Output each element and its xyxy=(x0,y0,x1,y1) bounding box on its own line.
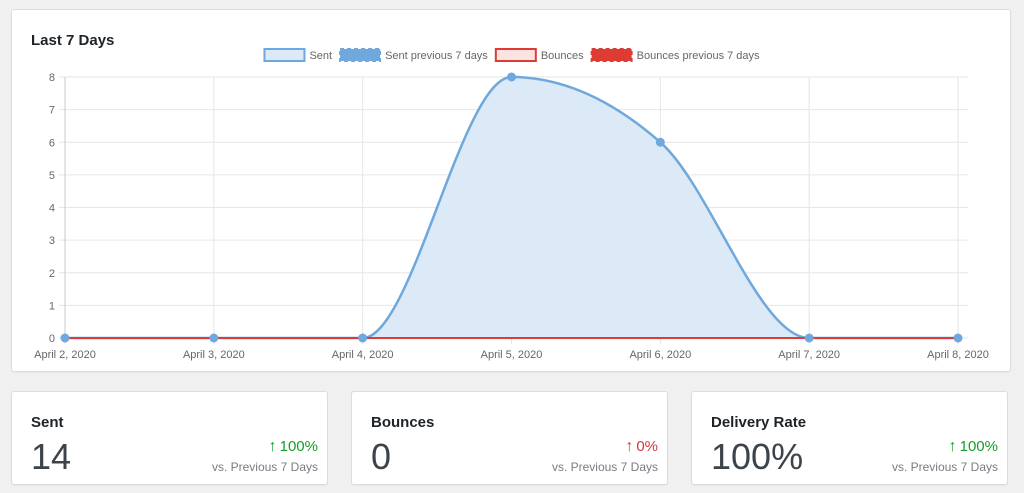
data-point-sent xyxy=(507,72,516,82)
legend-label: Bounces xyxy=(541,50,584,62)
legend-label: Sent previous 7 days xyxy=(385,50,488,62)
stat-value: 14 xyxy=(31,436,72,477)
x-tick-label: April 6, 2020 xyxy=(629,349,691,361)
stat-compare: vs. Previous 7 Days xyxy=(211,460,318,474)
stat-change-value: 100% xyxy=(959,438,998,455)
stat-card-bounces: Bounces 0 ↑ 0% vs. Previous 7 Days xyxy=(351,391,668,485)
y-tick-label: 4 xyxy=(49,203,55,215)
stat-label: Bounces xyxy=(371,414,435,431)
legend-swatch xyxy=(339,48,382,62)
data-point-sent xyxy=(358,333,368,343)
stat-compare: vs. Previous 7 Days xyxy=(551,460,658,474)
line-chart: 0 1 2 3 4 5 6 7 8 April 2, 2020 April 3, 2020 April… xyxy=(34,48,989,361)
arrow-up-icon: ↑ xyxy=(268,438,277,455)
series-area-sent xyxy=(65,77,958,338)
stat-card-sent: Sent 14 ↑ 100% vs. Previous 7 Days xyxy=(11,391,328,485)
data-point-sent xyxy=(804,333,814,343)
y-tick-label: 1 xyxy=(49,300,55,312)
data-point-sent xyxy=(60,333,70,343)
legend-label: Sent xyxy=(309,50,332,62)
stat-value: 100% xyxy=(711,436,804,477)
stat-change: ↑ 100% xyxy=(269,438,318,456)
data-point-sent xyxy=(209,333,219,343)
stat-change-value: 0% xyxy=(636,438,658,455)
stat-compare: vs. Previous 7 Days xyxy=(891,460,998,474)
arrow-up-icon: ↑ xyxy=(625,438,634,455)
x-tick-label: April 5, 2020 xyxy=(481,349,543,361)
stat-change-value: 100% xyxy=(279,438,318,455)
y-tick-label: 5 xyxy=(49,170,55,182)
stat-change: ↑ 100% xyxy=(949,438,998,456)
y-tick-label: 7 xyxy=(49,105,55,117)
legend-swatch xyxy=(590,48,633,62)
y-tick-label: 6 xyxy=(49,137,55,149)
data-point-sent xyxy=(953,333,963,343)
arrow-up-icon: ↑ xyxy=(948,438,957,455)
y-tick-label: 0 xyxy=(49,333,55,345)
x-tick-label: April 2, 2020 xyxy=(34,349,96,361)
stat-value: 0 xyxy=(371,436,392,477)
legend-swatch xyxy=(494,48,537,62)
data-point-sent xyxy=(655,137,665,147)
y-tick-label: 3 xyxy=(49,235,55,247)
stat-change: ↑ 0% xyxy=(625,438,658,456)
stat-label: Sent xyxy=(31,414,64,431)
y-tick-label: 2 xyxy=(49,268,55,280)
chart-title: Last 7 Days xyxy=(31,32,115,49)
x-tick-label: April 3, 2020 xyxy=(183,349,245,361)
x-tick-label: April 4, 2020 xyxy=(332,349,394,361)
stat-label: Delivery Rate xyxy=(711,414,807,431)
legend-swatch xyxy=(263,48,306,62)
legend-label: Bounces previous 7 days xyxy=(637,50,760,62)
x-tick-label: April 7, 2020 xyxy=(778,349,840,361)
x-tick-label: April 8, 2020 xyxy=(927,349,989,361)
stat-card-delivery-rate: Delivery Rate 100% ↑ 100% vs. Previous 7 … xyxy=(691,391,1008,485)
y-tick-label: 8 xyxy=(49,72,55,84)
chart-card: Last 7 Days 0 1 2 3 4 5 6 7 8 April 2, 2020 April … xyxy=(11,9,1011,372)
